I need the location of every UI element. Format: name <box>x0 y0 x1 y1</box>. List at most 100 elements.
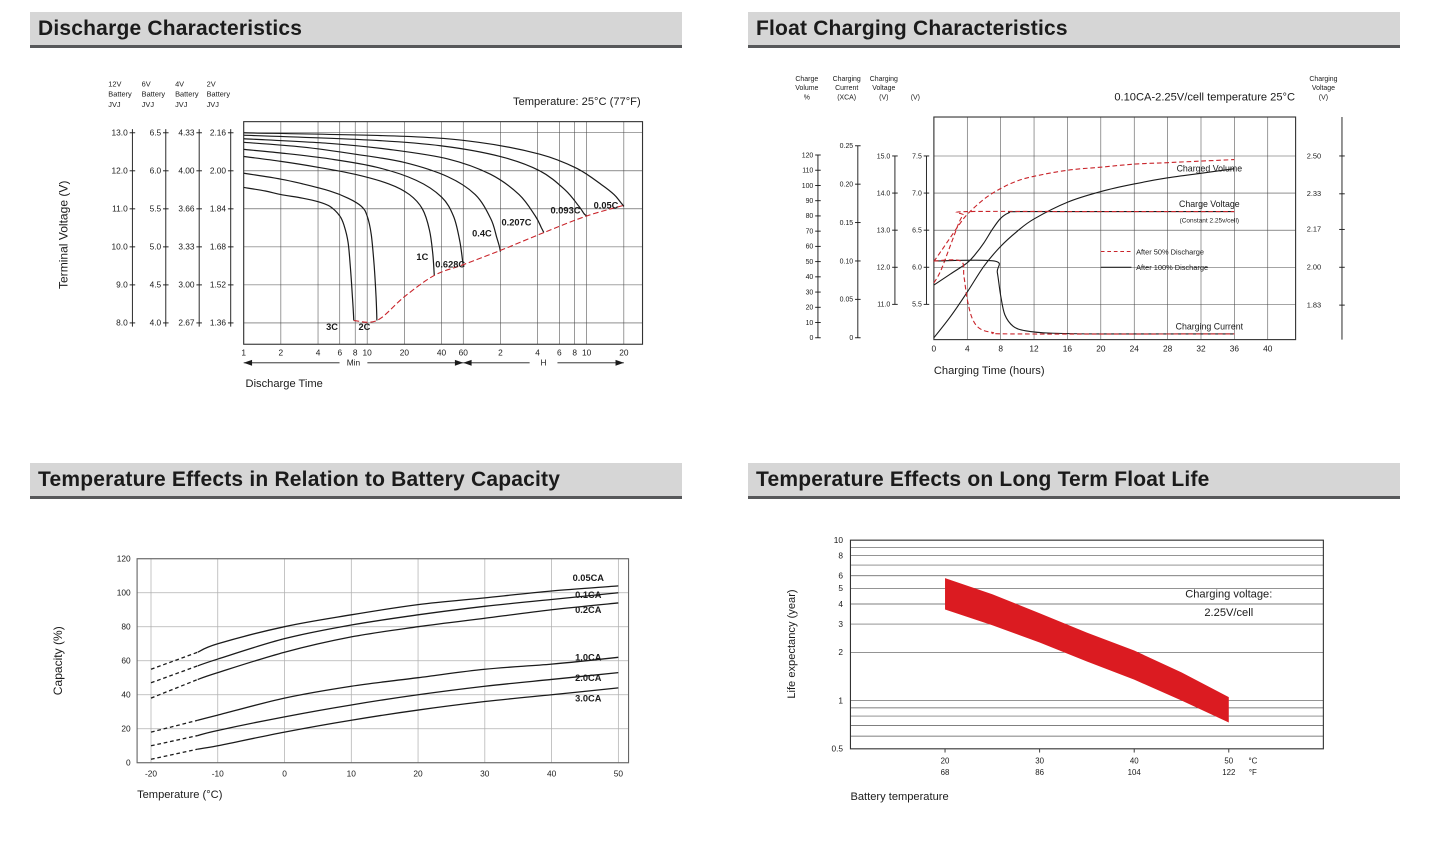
svg-text:10: 10 <box>834 535 844 545</box>
svg-text:8: 8 <box>838 551 843 561</box>
svg-text:11.0: 11.0 <box>877 302 890 309</box>
svg-text:13.0: 13.0 <box>877 227 891 234</box>
svg-text:2.00: 2.00 <box>1307 263 1321 272</box>
svg-text:16: 16 <box>1063 344 1073 354</box>
float-curve-labels: Charged Volume Charge Voltage (Constant 2.… <box>1176 164 1244 332</box>
svg-text:Charging: Charging <box>870 76 898 83</box>
svg-text:1.0CA: 1.0CA <box>575 653 602 663</box>
svg-text:0: 0 <box>849 335 853 342</box>
float-left-axes: ChargeVolume%120110100908070605040302010… <box>795 76 930 342</box>
panel-discharge-characteristics: Discharge Characteristics 1 2 4 6 8 10 20 40 60 2… <box>30 12 682 437</box>
svg-text:1.84: 1.84 <box>210 204 227 214</box>
svg-text:40: 40 <box>547 769 557 779</box>
svg-text:40: 40 <box>1130 757 1139 766</box>
svg-text:10: 10 <box>347 769 357 779</box>
svg-text:30: 30 <box>806 289 814 296</box>
svg-text:2.67: 2.67 <box>178 318 195 328</box>
float-life-band <box>945 578 1229 723</box>
section-header-capacity: Temperature Effects in Relation to Batte… <box>30 463 682 499</box>
svg-text:-10: -10 <box>212 769 224 779</box>
svg-text:60: 60 <box>806 244 814 251</box>
svg-text:50: 50 <box>614 769 624 779</box>
svg-text:3.66: 3.66 <box>178 204 195 214</box>
svg-text:2: 2 <box>279 347 284 357</box>
svg-text:4: 4 <box>316 347 321 357</box>
svg-text:12V: 12V <box>108 79 121 88</box>
floatlife-grid <box>850 539 1324 737</box>
floatlife-plot-border <box>849 539 1324 750</box>
discharge-x-tick-labels: 1 2 4 6 8 10 20 40 60 2 4 6 8 10 20 <box>241 347 628 357</box>
svg-text:3.00: 3.00 <box>178 280 195 290</box>
svg-text:20: 20 <box>941 757 950 766</box>
svg-text:4.33: 4.33 <box>178 128 195 138</box>
float-curves <box>933 159 1235 339</box>
svg-text:28: 28 <box>1163 344 1173 354</box>
svg-text:1: 1 <box>241 347 246 357</box>
float-plot-border <box>933 116 1297 341</box>
svg-text:0.4C: 0.4C <box>472 229 492 239</box>
svg-text:6.5: 6.5 <box>912 227 922 234</box>
svg-text:6: 6 <box>337 347 342 357</box>
svg-text:40: 40 <box>806 274 814 281</box>
svg-text:50: 50 <box>1224 757 1233 766</box>
svg-text:2.33: 2.33 <box>1307 189 1321 198</box>
svg-text:90: 90 <box>806 198 814 205</box>
svg-text:110: 110 <box>802 168 813 175</box>
float-grid <box>933 117 1296 340</box>
svg-text:0.093C: 0.093C <box>551 206 581 216</box>
svg-text:Current: Current <box>835 85 858 92</box>
svg-text:0.05CA: 0.05CA <box>573 573 605 583</box>
svg-text:5: 5 <box>838 583 843 593</box>
capacity-rate-labels: 0.05CA 0.1CA 0.2CA 1.0CA 2.0CA 3.0CA <box>573 573 605 704</box>
svg-text:10: 10 <box>806 320 814 327</box>
svg-text:2.17: 2.17 <box>1307 225 1321 234</box>
svg-text:0: 0 <box>932 344 937 354</box>
svg-text:1.68: 1.68 <box>210 242 227 252</box>
svg-text:4: 4 <box>965 344 970 354</box>
svg-text:104: 104 <box>1128 768 1142 777</box>
section-header-float-life: Temperature Effects on Long Term Float L… <box>748 463 1400 499</box>
svg-text:3.0CA: 3.0CA <box>575 694 602 704</box>
svg-text:7.0: 7.0 <box>912 190 922 197</box>
svg-text:Charging: Charging <box>1309 76 1337 83</box>
svg-text:1C: 1C <box>416 252 428 262</box>
svg-text:12.0: 12.0 <box>112 166 129 176</box>
svg-text:20: 20 <box>413 769 423 779</box>
svg-text:0: 0 <box>809 335 813 342</box>
svg-text:120: 120 <box>117 554 131 564</box>
svg-text:60: 60 <box>459 347 469 357</box>
svg-text:Battery: Battery <box>175 90 199 99</box>
svg-text:5.0: 5.0 <box>150 242 162 252</box>
svg-text:%: % <box>804 94 810 101</box>
svg-text:1.52: 1.52 <box>210 280 227 290</box>
svg-text:8: 8 <box>353 347 358 357</box>
discharge-y-label: Terminal Voltage (V) <box>56 181 70 289</box>
svg-text:0.5: 0.5 <box>831 744 843 754</box>
svg-text:30: 30 <box>1035 757 1044 766</box>
svg-text:8.0: 8.0 <box>116 318 128 328</box>
svg-text:6.5: 6.5 <box>150 128 162 138</box>
svg-text:Voltage: Voltage <box>1312 85 1335 92</box>
svg-text:1.83: 1.83 <box>1307 300 1321 309</box>
svg-text:2C: 2C <box>358 322 370 332</box>
svg-text:2: 2 <box>498 347 503 357</box>
svg-text:Charge Voltage: Charge Voltage <box>1179 199 1240 209</box>
svg-text:Voltage: Voltage <box>872 85 895 92</box>
capacity-y-label: Capacity (%) <box>51 626 65 695</box>
svg-text:Battery: Battery <box>108 90 132 99</box>
discharge-temperature-note: Temperature: 25°C (77°F) <box>513 96 641 108</box>
svg-text:32: 32 <box>1196 344 1206 354</box>
svg-text:Charging: Charging <box>833 76 861 83</box>
svg-text:0.25: 0.25 <box>840 143 854 150</box>
svg-text:36: 36 <box>1230 344 1240 354</box>
capacity-x-label: Temperature (°C) <box>137 789 223 801</box>
svg-text:Charging voltage:: Charging voltage: <box>1185 589 1272 601</box>
svg-text:0.2CA: 0.2CA <box>575 605 602 615</box>
svg-text:30: 30 <box>480 769 490 779</box>
svg-text:0.10: 0.10 <box>840 258 854 265</box>
svg-text:12: 12 <box>1029 344 1039 354</box>
discharge-time-unit-arrows: Min H <box>243 358 624 368</box>
svg-text:6.0: 6.0 <box>150 166 162 176</box>
